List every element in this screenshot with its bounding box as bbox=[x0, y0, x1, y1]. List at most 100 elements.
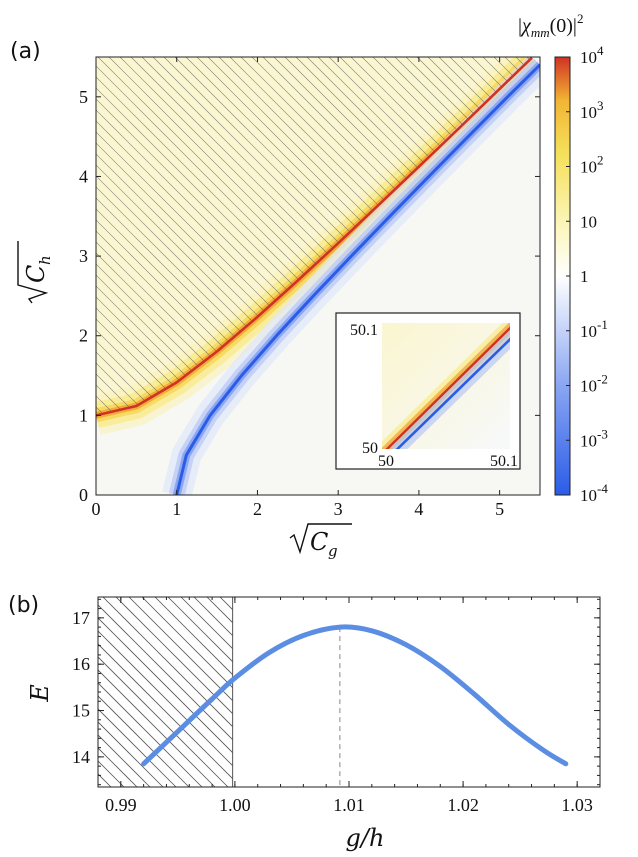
hatch-line bbox=[219, 597, 233, 611]
peak-curve bbox=[96, 57, 533, 417]
hatch-line bbox=[615, 57, 638, 495]
hatch-line bbox=[96, 57, 361, 416]
svg-text:g: g bbox=[328, 542, 338, 560]
hatch-line bbox=[115, 597, 233, 715]
colorbar-tick-label: 10-3 bbox=[580, 426, 608, 450]
hatch-line bbox=[98, 604, 233, 741]
hatch-line bbox=[389, 597, 579, 787]
hatch-line bbox=[98, 682, 203, 787]
hatch-line bbox=[96, 57, 482, 416]
hatch-line bbox=[98, 747, 138, 787]
hatch-line bbox=[98, 695, 190, 787]
hatch-line bbox=[96, 57, 493, 416]
hatch-line bbox=[272, 597, 462, 787]
y-axis-label: Ch bbox=[17, 241, 54, 304]
hatch-lines-b bbox=[98, 597, 605, 787]
x-tick-label: 3 bbox=[334, 499, 343, 519]
hatch-line bbox=[415, 597, 605, 787]
hatch-line bbox=[98, 669, 216, 787]
inset-peak-curve bbox=[385, 326, 510, 449]
b-x-tick-label: 1.02 bbox=[447, 795, 479, 815]
x-tick-label: 4 bbox=[414, 499, 423, 519]
b-x-tick-label: 0.99 bbox=[105, 795, 137, 815]
sqrt-sign bbox=[289, 523, 352, 555]
hatch-line bbox=[96, 57, 449, 416]
heatmap-area bbox=[96, 57, 638, 495]
line-panel: 0.99 1.00 1.01 1.02 1.03 14 15 16 17 g/h E bbox=[26, 596, 605, 852]
hatch-line bbox=[98, 643, 233, 780]
inset-y-tick-bottom: 50 bbox=[362, 440, 378, 457]
hatch-line bbox=[339, 57, 540, 416]
hatch-line bbox=[96, 57, 317, 416]
panel-b-label: (b) bbox=[8, 593, 39, 618]
hatch-line bbox=[285, 597, 475, 787]
hatch-line bbox=[363, 597, 553, 787]
svg-text:h: h bbox=[36, 255, 54, 265]
hatch-line bbox=[96, 57, 350, 416]
b-y-tick-label: 17 bbox=[72, 608, 90, 628]
hatch-line bbox=[604, 57, 638, 495]
hatch-line bbox=[96, 57, 108, 416]
hatch-line bbox=[96, 57, 394, 416]
hatch-line bbox=[96, 57, 405, 416]
hatch-line bbox=[98, 773, 112, 787]
y-tick-label: 2 bbox=[79, 326, 88, 346]
colorbar-tick-label: 1 bbox=[580, 267, 589, 286]
energy-curve bbox=[141, 624, 569, 767]
hatch-line bbox=[128, 597, 233, 702]
heatmap-frame bbox=[95, 56, 541, 496]
y-tick-label: 4 bbox=[79, 166, 88, 186]
svg-text:C: C bbox=[310, 528, 328, 556]
hatch-line bbox=[96, 57, 515, 416]
hatch-line bbox=[350, 597, 540, 787]
hatch-line bbox=[626, 57, 638, 495]
hatch-line bbox=[193, 597, 233, 637]
colorbar-tick-label: 104 bbox=[580, 43, 604, 67]
hatch-line bbox=[96, 57, 339, 416]
b-x-tick-label: 1.03 bbox=[561, 795, 593, 815]
x-tick-label: 2 bbox=[253, 499, 262, 519]
colorbar-tick-label: 102 bbox=[580, 153, 604, 177]
colorbar-title: |χmm(0)|2 bbox=[518, 11, 583, 40]
colorbar-tick-label: 10-2 bbox=[580, 372, 608, 396]
b-x-axis-label: g/h bbox=[346, 824, 385, 852]
hatch-line bbox=[96, 57, 427, 416]
hatch-line bbox=[206, 597, 233, 624]
b-y-tick-label: 16 bbox=[72, 654, 90, 674]
x-tick-label: 5 bbox=[495, 499, 504, 519]
hatch-line bbox=[98, 617, 233, 754]
b-y-tick-label: 15 bbox=[72, 701, 90, 721]
colorbar-tick-label: 103 bbox=[580, 98, 604, 122]
inset-x-tick-right: 50.1 bbox=[490, 453, 518, 470]
hatch-line bbox=[361, 57, 540, 416]
hatch-line bbox=[337, 597, 527, 787]
hatch-line bbox=[96, 57, 438, 416]
inset-plot bbox=[382, 323, 510, 449]
hatch-line bbox=[350, 57, 540, 416]
hatch-line bbox=[102, 597, 233, 728]
hatch-line bbox=[98, 656, 229, 787]
sqrt-sign bbox=[17, 241, 49, 304]
hatch-line bbox=[141, 597, 233, 689]
hatch-line bbox=[98, 708, 177, 787]
x-tick-label: 1 bbox=[172, 499, 181, 519]
colorbar-tick-label: 10-1 bbox=[580, 317, 608, 341]
hatch-line bbox=[96, 57, 383, 416]
hatch-line bbox=[233, 597, 423, 787]
hatch-line bbox=[582, 57, 638, 495]
hatch-line bbox=[96, 57, 328, 416]
hatch-line bbox=[98, 630, 233, 767]
hatch-line bbox=[154, 597, 233, 676]
x-tick-label: 0 bbox=[92, 499, 101, 519]
colorbar-tick-label: 10 bbox=[580, 212, 597, 231]
hatch-line bbox=[372, 57, 540, 416]
hatch-line bbox=[96, 57, 471, 416]
hatch-line bbox=[298, 597, 488, 787]
hatch-line bbox=[402, 597, 592, 787]
hatch-line bbox=[98, 734, 151, 787]
b-x-tick-label: 1.00 bbox=[219, 795, 251, 815]
